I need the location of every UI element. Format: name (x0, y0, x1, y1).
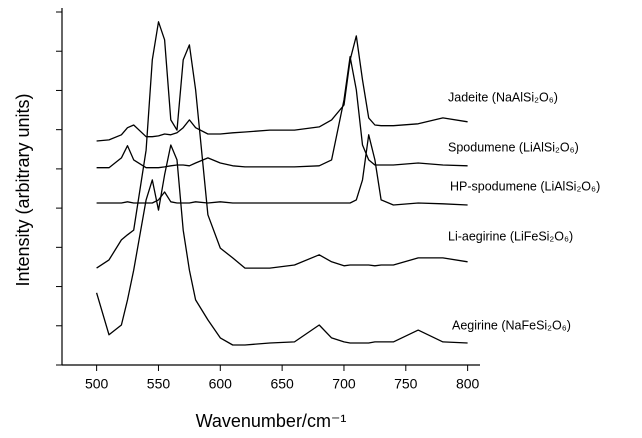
series-label: Jadeite (NaAlSi₂O₆) (448, 90, 558, 104)
x-tick-label: 800 (456, 376, 480, 392)
x-tick-label: 550 (147, 376, 171, 392)
series-label: Aegirine (NaFeSi₂O₆) (452, 318, 571, 332)
x-tick-label: 750 (394, 376, 418, 392)
spectrum-line (96, 56, 468, 169)
spectrum-line (95, 144, 468, 346)
x-axis-title: Wavenumber/cm⁻¹ (196, 411, 347, 431)
spectrum-line (96, 134, 468, 206)
spectrum-line (96, 21, 468, 269)
x-tick-label: 500 (85, 376, 109, 392)
series-label: HP-spodumene (LiAlSi₂O₆) (450, 179, 600, 193)
x-tick-label: 600 (209, 376, 233, 392)
y-axis-title: Intensity (arbitrary units) (13, 93, 33, 286)
series-label: Spodumene (LiAlSi₂O₆) (448, 140, 579, 154)
series-label: Li-aegirine (LiFeSi₂O₆) (448, 229, 573, 243)
x-tick-label: 700 (332, 376, 356, 392)
spectrum-line (96, 35, 468, 142)
x-tick-label: 650 (270, 376, 294, 392)
